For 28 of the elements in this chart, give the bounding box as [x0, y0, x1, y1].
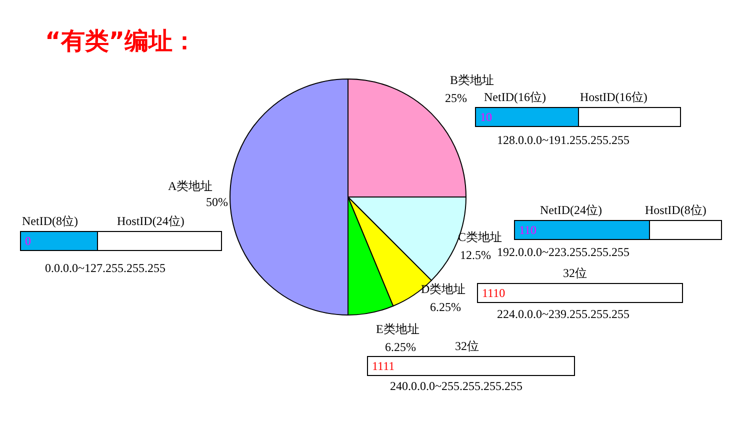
- text: 32位: [455, 338, 479, 354]
- text: 128.0.0.0~191.255.255.255: [497, 132, 630, 148]
- slice-label: B类地址: [450, 72, 494, 88]
- chart-title: “有类”编址：: [45, 26, 197, 56]
- text: NetID(16位): [484, 89, 546, 105]
- data-label: 25%: [445, 90, 467, 106]
- text: 240.0.0.0~255.255.255.255: [390, 378, 522, 394]
- text: 192.0.0.0~223.255.255.255: [497, 244, 630, 260]
- text: 10: [480, 109, 492, 125]
- data-label: 6.25%: [385, 339, 416, 355]
- slice-label: D类地址: [421, 281, 466, 297]
- text: 110: [519, 222, 537, 238]
- text: 1111: [372, 358, 395, 374]
- data-label: 6.25%: [430, 299, 461, 315]
- text: NetID(24位): [540, 202, 602, 218]
- text: 0.0.0.0~127.255.255.255: [45, 260, 166, 276]
- data-label: 50%: [206, 194, 228, 210]
- text: HostID(8位): [645, 202, 706, 218]
- text: 1110: [482, 285, 506, 301]
- text: HostID(24位): [117, 213, 184, 229]
- data-label: 12.5%: [460, 247, 491, 263]
- text: 32位: [563, 265, 587, 281]
- slice-label: E类地址: [376, 321, 420, 337]
- text: 0: [25, 233, 31, 249]
- text: HostID(16位): [580, 89, 648, 105]
- text: 224.0.0.0~239.255.255.255: [497, 306, 630, 322]
- slice-label: A类地址: [168, 178, 213, 194]
- text: NetID(8位): [22, 213, 78, 229]
